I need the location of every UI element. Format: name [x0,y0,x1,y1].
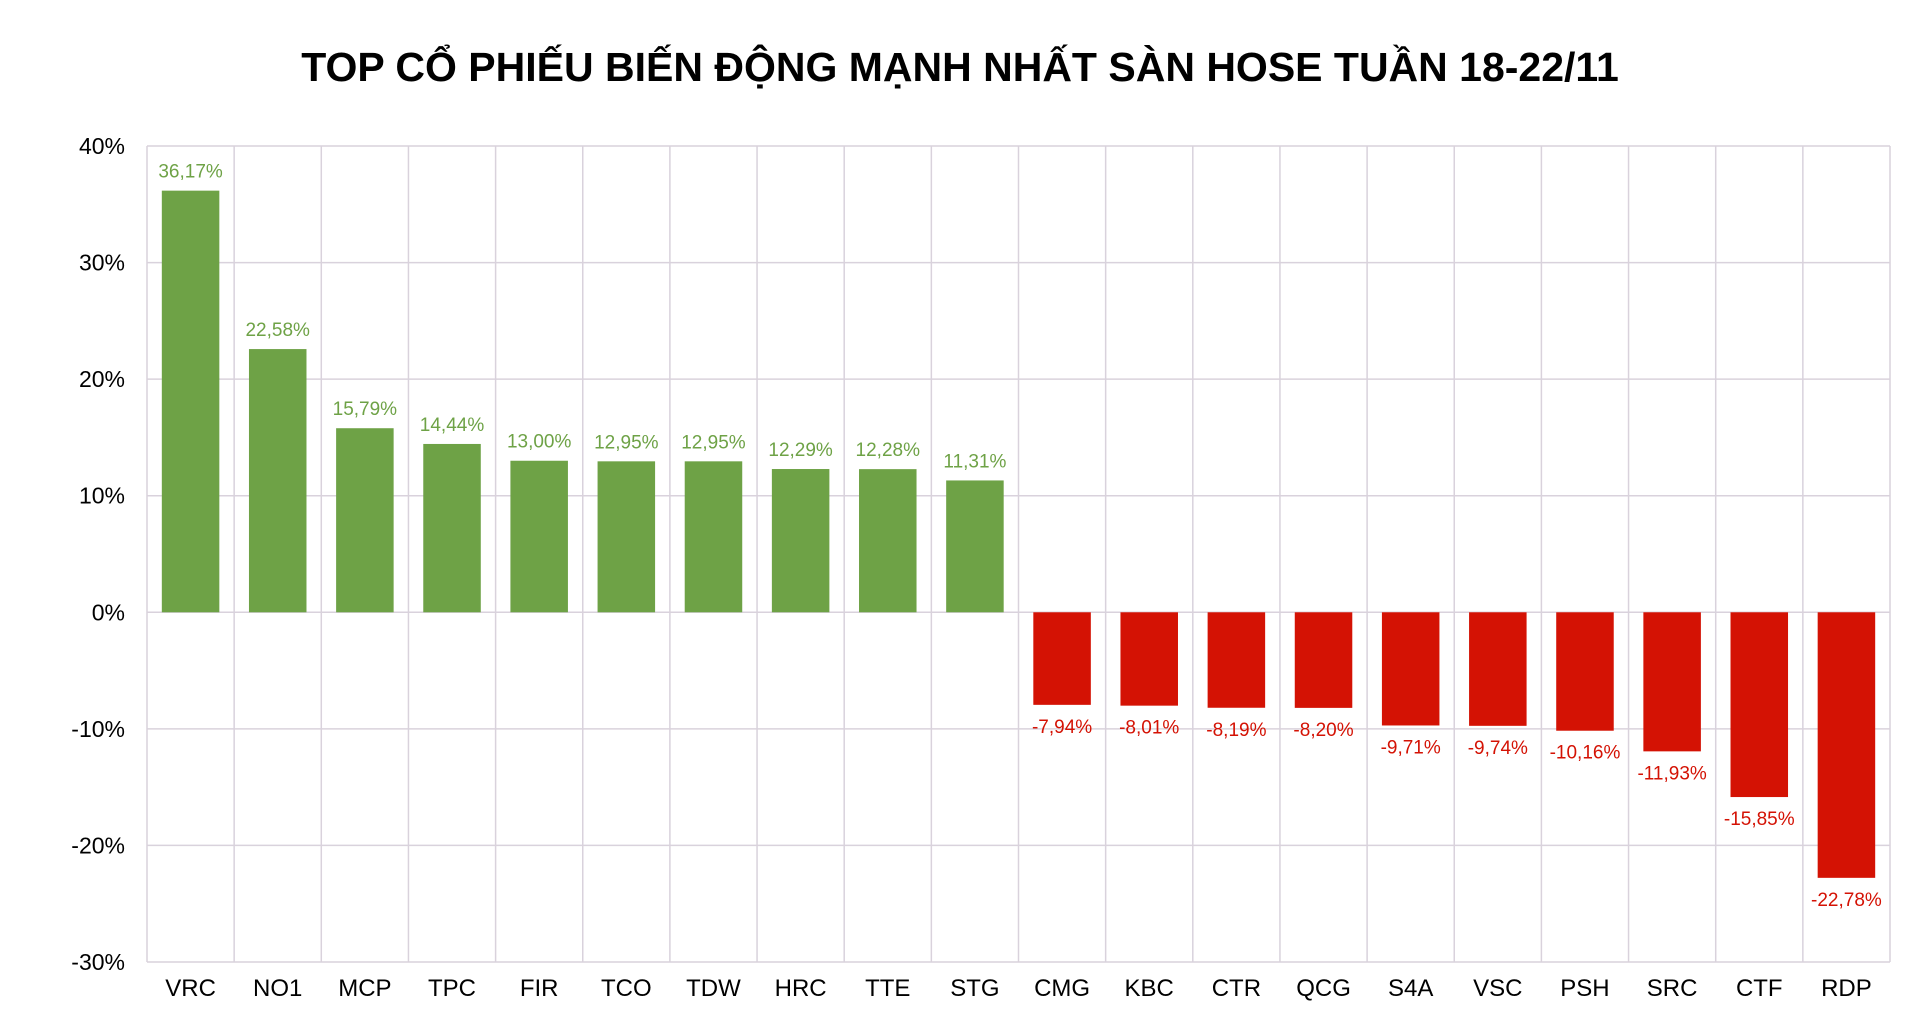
y-tick-label: -20% [71,832,125,858]
y-tick-label: -10% [71,716,125,742]
category-label-cmg: CMG [1034,975,1090,1002]
data-label-hrc: 12,29% [768,440,833,461]
category-label-rdp: RDP [1821,975,1872,1002]
gridlines [146,145,1891,963]
bar-tco [597,461,656,613]
bar-mcp [336,428,394,613]
category-label-no1: NO1 [253,975,302,1002]
category-label-stg: STG [950,975,999,1002]
category-label-kbc: KBC [1125,975,1174,1002]
data-label-tdw: 12,95% [681,432,746,453]
data-label-vsc: -9,74% [1468,738,1528,759]
data-label-tco: 12,95% [594,432,659,453]
bar-tpc [423,443,481,613]
y-tick-label: 0% [92,599,125,625]
data-label-s4a: -9,71% [1381,737,1441,758]
data-label-qcg: -8,20% [1293,720,1353,741]
category-label-tdw: TDW [686,975,741,1002]
category-label-tte: TTE [865,975,910,1002]
category-label-vsc: VSC [1473,975,1522,1002]
y-tick-label: 20% [79,366,125,392]
category-label-tpc: TPC [428,975,476,1002]
y-tick-label: 10% [79,483,125,509]
bar-qcg [1294,612,1353,708]
bar-vsc [1469,612,1527,726]
bar-vrc [161,190,220,613]
bar-no1 [248,349,307,613]
data-label-ctr: -8,19% [1206,720,1266,741]
data-label-tte: 12,28% [856,440,921,461]
data-label-stg: 11,31% [943,451,1006,472]
data-label-no1: 22,58% [245,320,310,341]
category-label-psh: PSH [1560,975,1609,1002]
y-axis-ticks: 40% 30% 20% 10% 0% -10% -20% -30% [71,133,125,975]
category-label-mcp: MCP [338,975,391,1002]
bars [161,190,1876,878]
category-label-qcg: QCG [1296,975,1351,1002]
category-label-s4a: S4A [1388,975,1433,1002]
category-label-fir: FIR [520,975,559,1002]
x-axis-categories: VRC NO1 MCP TPC FIR TCO TDW HRC TTE STG CMG KBC CTR Q… [165,975,1872,1002]
bar-ctr [1207,612,1266,708]
bar-hrc [771,469,830,613]
data-labels: 36,17% 22,58% 15,79% 14,44% 13,00% 12,95% 12,9… [158,162,1882,911]
data-label-fir: 13,00% [507,432,572,453]
data-label-rdp: -22,78% [1811,890,1882,911]
data-label-tpc: 14,44% [420,415,485,436]
category-label-ctr: CTR [1212,975,1261,1002]
data-label-mcp: 15,79% [333,399,398,420]
y-tick-label: -30% [71,949,125,975]
bar-tte [859,469,917,613]
bar-psh [1556,612,1614,731]
bar-cmg [1033,612,1091,705]
data-label-psh: -10,16% [1550,743,1621,764]
category-label-src: SRC [1647,975,1698,1002]
bar-kbc [1120,612,1178,706]
y-tick-label: 40% [79,133,125,159]
bar-fir [510,460,568,613]
data-label-vrc: 36,17% [158,162,223,183]
data-label-ctf: -15,85% [1724,809,1795,830]
bar-stg [946,480,1004,613]
y-tick-label: 30% [79,250,125,276]
chart-title: TOP CỔ PHIẾU BIẾN ĐỘNG MẠNH NHẤT SÀN HOS… [301,43,1619,90]
bar-tdw [684,461,743,613]
bar-src [1643,612,1701,752]
bar-s4a [1381,612,1440,726]
category-label-ctf: CTF [1736,975,1783,1002]
category-label-vrc: VRC [165,975,216,1002]
category-label-hrc: HRC [775,975,827,1002]
data-label-cmg: -7,94% [1032,717,1092,738]
category-label-tco: TCO [601,975,652,1002]
bar-rdp [1817,612,1876,878]
data-label-src: -11,93% [1637,763,1706,784]
data-label-kbc: -8,01% [1119,718,1179,739]
bar-ctf [1730,612,1789,798]
